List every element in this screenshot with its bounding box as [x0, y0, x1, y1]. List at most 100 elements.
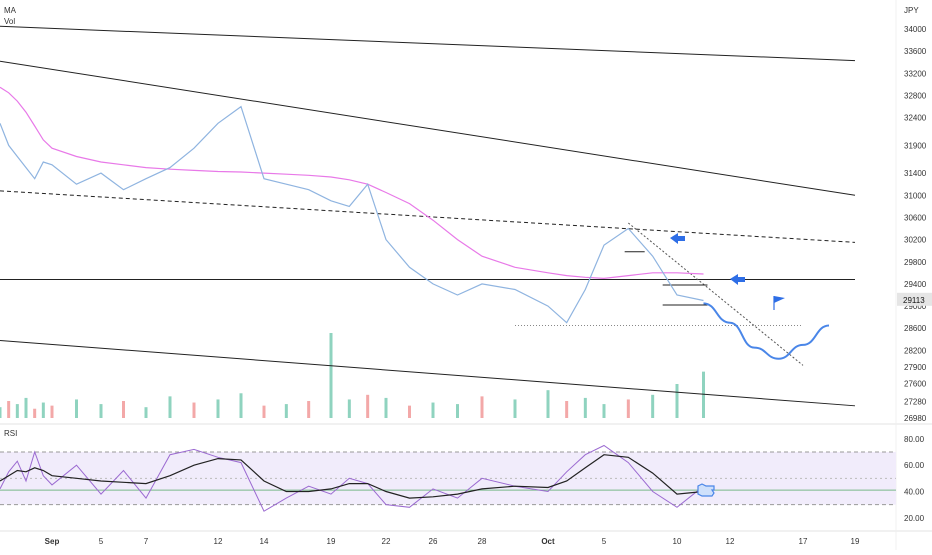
volume-bar — [329, 333, 333, 418]
time-tick-label: 10 — [673, 537, 682, 546]
price-tick-label: 29000 — [904, 302, 927, 311]
volume-bar — [366, 394, 370, 418]
volume-bar — [41, 402, 45, 418]
time-tick-label: 19 — [327, 537, 336, 546]
volume-bar — [262, 405, 266, 418]
time-tick-label: 19 — [851, 537, 860, 546]
chart-drawings[interactable] — [0, 25, 856, 407]
volume-bar — [384, 397, 388, 418]
price-tick-label: 30200 — [904, 236, 927, 245]
price-tick-label: 27280 — [904, 397, 927, 406]
fall-dotted-line[interactable] — [628, 222, 804, 366]
last-price-box — [897, 292, 932, 306]
price-tick-label: 34000 — [904, 25, 927, 34]
volume-bar — [408, 405, 411, 418]
volume-bar — [15, 404, 19, 418]
volume-bar — [216, 399, 220, 418]
price-tick-label: 29800 — [904, 258, 927, 267]
volume-bar — [675, 384, 679, 418]
price-tick-label: 26980 — [904, 414, 927, 423]
channel-top-line[interactable] — [0, 60, 856, 196]
price-tick-label: 27900 — [904, 363, 927, 372]
price-tick-label: 28600 — [904, 324, 927, 333]
rsi-legend[interactable]: RSI — [4, 429, 17, 438]
volume-bar — [50, 405, 54, 418]
volume-bar — [456, 404, 459, 418]
volume-bar — [24, 397, 28, 418]
price-tick-label: 29400 — [904, 280, 927, 289]
time-tick-label: 12 — [726, 537, 735, 546]
volume-bar — [480, 396, 484, 418]
vol-legend[interactable]: Vol — [4, 17, 15, 26]
price-tick-label: 33600 — [904, 47, 927, 56]
currency-label: JPY — [904, 6, 919, 15]
volume-bars — [0, 333, 705, 418]
volume-bar — [513, 399, 517, 418]
volume-bar — [33, 408, 37, 418]
price-tick-label: 31400 — [904, 169, 927, 178]
volume-bar — [75, 399, 78, 418]
rsi-line — [0, 444, 704, 512]
volume-bar — [702, 371, 705, 418]
price-tick-label: 28200 — [904, 346, 927, 355]
time-tick-label: Oct — [541, 537, 555, 546]
price-tick-label: 32800 — [904, 92, 927, 101]
time-tick-label: 17 — [799, 537, 808, 546]
price-line — [0, 105, 704, 324]
rsi-tick-label: 40.00 — [904, 487, 925, 496]
time-tick-label: 12 — [214, 537, 223, 546]
volume-bar — [565, 401, 569, 418]
rsi-ma-line — [0, 454, 704, 499]
blue-arrow-icon[interactable] — [730, 274, 745, 285]
time-tick-label: 22 — [382, 537, 391, 546]
time-tick-label: Sep — [45, 537, 60, 546]
time-tick-label: 26 — [429, 537, 438, 546]
volume-bar — [122, 401, 125, 418]
moving-average-line — [0, 86, 704, 280]
time-tick-label: 5 — [99, 537, 104, 546]
price-tick-label: 31000 — [904, 191, 927, 200]
axes: 34000 33600 33200 32800 32400 31900 31400 31000… — [45, 25, 927, 546]
rsi-tick-label: 80.00 — [904, 435, 925, 444]
last-price-label: 29113 — [903, 296, 925, 305]
flag-icon[interactable] — [773, 296, 785, 310]
volume-bar — [284, 404, 288, 418]
blue-arrow-icon[interactable] — [670, 233, 685, 244]
volume-bar — [651, 394, 655, 418]
volume-bar — [99, 404, 103, 418]
volume-bar — [168, 396, 172, 418]
time-tick-label: 14 — [260, 537, 269, 546]
volume-bar — [602, 404, 606, 418]
volume-bar — [626, 399, 630, 418]
volume-bar — [192, 402, 196, 418]
ma-legend[interactable]: MA — [4, 6, 17, 15]
price-tick-label: 31900 — [904, 141, 927, 150]
volume-bar — [546, 390, 550, 418]
volume-bar — [307, 401, 311, 418]
thumbs-up-icon[interactable] — [697, 483, 715, 497]
time-tick-label: 5 — [602, 537, 607, 546]
volume-bar — [0, 407, 2, 418]
price-tick-label: 32400 — [904, 114, 927, 123]
volume-bar — [239, 393, 243, 418]
projection-curve — [703, 302, 830, 360]
volume-bar — [144, 407, 148, 418]
time-tick-label: 7 — [144, 537, 149, 546]
upper-trendline[interactable] — [0, 25, 856, 62]
price-series — [0, 86, 830, 360]
volume-bar — [7, 401, 11, 418]
volume-bar — [583, 397, 587, 418]
volume-bar — [347, 399, 351, 418]
time-tick-label: 28 — [478, 537, 487, 546]
price-tick-label: 27600 — [904, 380, 927, 389]
price-tick-label: 30600 — [904, 213, 927, 222]
price-tick-label: 33200 — [904, 69, 927, 78]
last-price-tag: 29113 — [897, 292, 932, 306]
rsi-pane — [0, 444, 896, 512]
rsi-tick-label: 60.00 — [904, 461, 925, 470]
volume-bar — [431, 402, 435, 418]
rsi-tick-label: 20.00 — [904, 514, 925, 523]
channel-bottom-line[interactable] — [0, 339, 856, 407]
